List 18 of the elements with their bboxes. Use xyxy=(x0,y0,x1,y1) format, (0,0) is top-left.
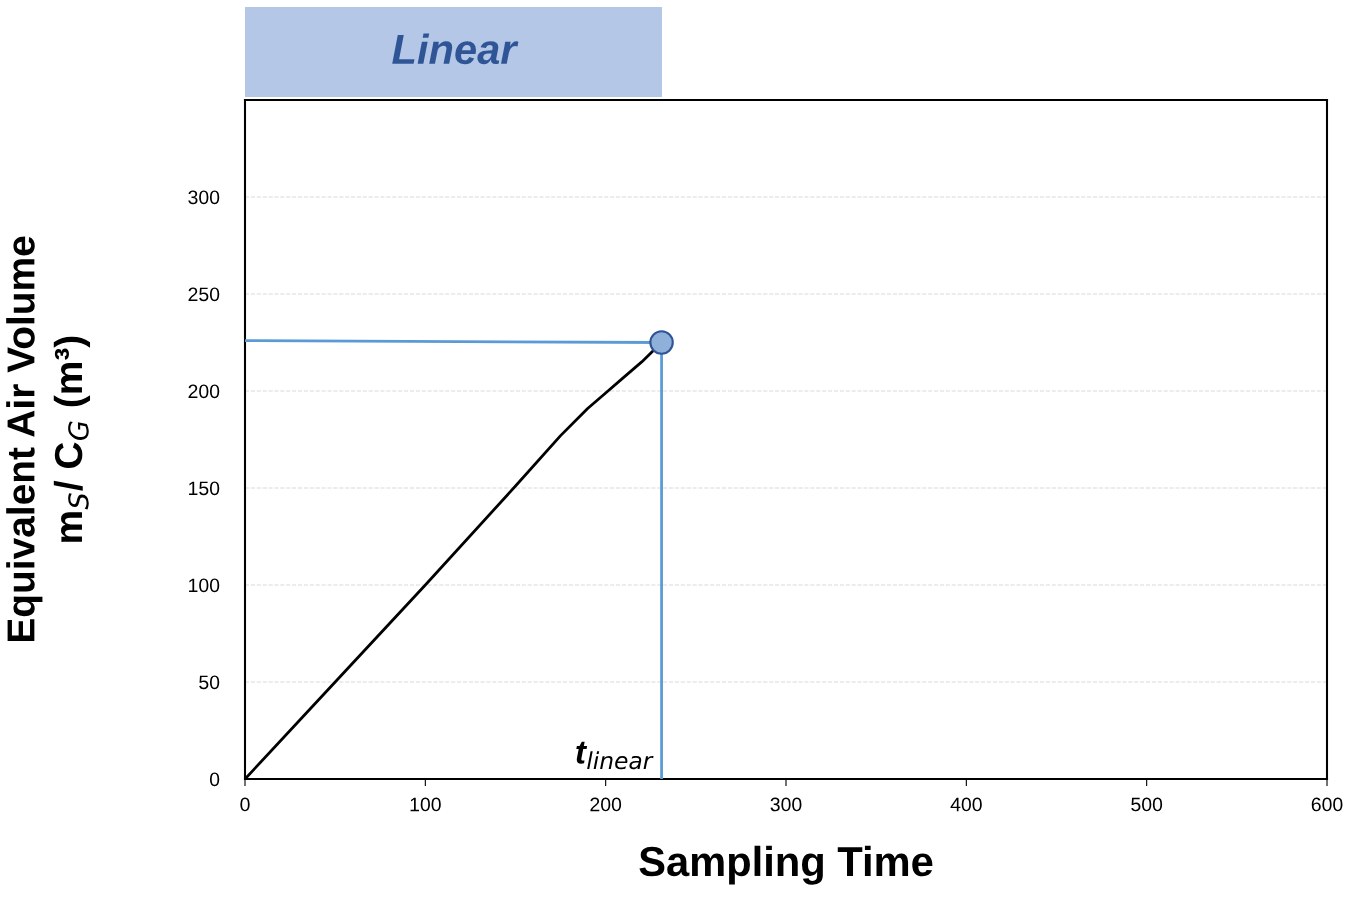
annotation: t$_{linear}$ xyxy=(576,741,654,770)
y-tick-label: 150 xyxy=(189,481,220,496)
y-axis-title: Equivalent Air Volume m$_{S}$/ C$_{G}$ (m³) xyxy=(6,236,91,642)
x-tick-label: 600 xyxy=(1311,797,1343,812)
y-tick-label: 50 xyxy=(199,675,220,690)
x-axis-title: Sampling Time xyxy=(639,845,933,885)
chart-title: Linear xyxy=(392,33,519,65)
y-tick-label: 250 xyxy=(188,287,220,302)
y-tick-label: 100 xyxy=(189,578,220,593)
x-tick-label: 0 xyxy=(240,797,250,812)
x-tick-label: 500 xyxy=(1131,797,1163,812)
x-tick-label: 200 xyxy=(590,797,622,812)
x-tick-label: 100 xyxy=(410,797,441,812)
y-tick-label: 200 xyxy=(188,384,220,399)
x-tick-label: 400 xyxy=(950,797,982,812)
y-tick-label: 0 xyxy=(209,772,220,787)
y-tick-label: 300 xyxy=(188,190,220,205)
x-tick-label: 300 xyxy=(770,797,802,812)
